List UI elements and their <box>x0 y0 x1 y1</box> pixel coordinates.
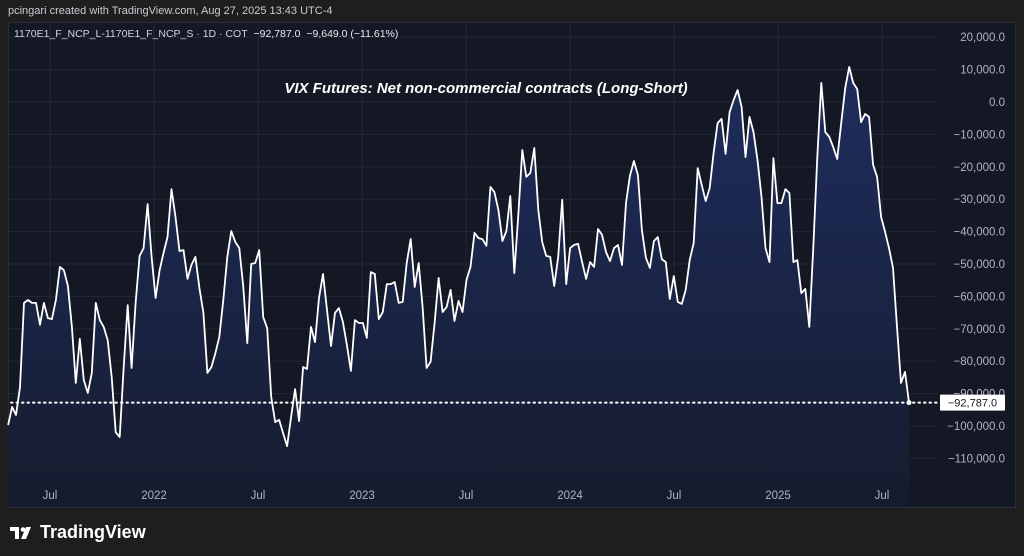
y-tick-label: −60,000.0 <box>954 291 1005 303</box>
series-area-fill <box>8 67 910 507</box>
x-tick-label: 2024 <box>557 490 583 502</box>
x-tick-label: Jul <box>459 490 474 502</box>
y-tick-label: −50,000.0 <box>954 259 1005 271</box>
x-tick-label: Jul <box>251 490 266 502</box>
x-tick-label: Jul <box>875 490 890 502</box>
tradingview-logo[interactable]: TradingView <box>10 522 146 543</box>
chart-title: VIX Futures: Net non-commercial contract… <box>284 80 688 97</box>
x-axis: Jul 2022 Jul 2023 Jul 2024 Jul 2025 Jul <box>43 490 890 502</box>
x-tick-label: Jul <box>667 490 682 502</box>
x-tick-label: 2025 <box>765 490 791 502</box>
y-tick-label: −10,000.0 <box>954 129 1005 141</box>
y-axis: 20,000.0 10,000.0 0.0 −10,000.0 −20,000.0 −30… <box>947 32 1005 465</box>
legend-change: −9,649.0 (−11.61%) <box>306 28 399 40</box>
y-tick-label: −100,000.0 <box>947 421 1005 433</box>
x-tick-label: 2022 <box>141 490 167 502</box>
series-line <box>7 66 910 447</box>
last-value-point <box>906 400 912 406</box>
y-tick-label: −70,000.0 <box>954 324 1005 336</box>
x-tick-label: Jul <box>43 490 58 502</box>
x-tick-label: 2023 <box>349 490 375 502</box>
legend-symbol: 1170E1_F_NCP_L-1170E1_F_NCP_S · 1D · COT <box>14 28 248 40</box>
last-value-text: −92,787.0 <box>948 398 997 410</box>
y-tick-label: −80,000.0 <box>954 356 1005 368</box>
y-tick-label: 0.0 <box>989 97 1005 109</box>
y-tick-label: −20,000.0 <box>954 162 1005 174</box>
last-value-label: −92,787.0 <box>940 394 1005 411</box>
tradingview-logo-icon <box>10 526 31 539</box>
y-tick-label: 10,000.0 <box>960 65 1005 77</box>
y-tick-label: −110,000.0 <box>948 453 1005 465</box>
y-tick-label: 20,000.0 <box>960 32 1005 44</box>
y-tick-label: −40,000.0 <box>954 227 1005 239</box>
series-legend[interactable]: 1170E1_F_NCP_L-1170E1_F_NCP_S · 1D · COT… <box>14 28 398 40</box>
chart-credit: pcingari created with TradingView.com, A… <box>8 5 333 17</box>
y-tick-label: −30,000.0 <box>954 194 1005 206</box>
legend-last-value: −92,787.0 <box>253 28 301 40</box>
brand-name: TradingView <box>40 522 146 542</box>
